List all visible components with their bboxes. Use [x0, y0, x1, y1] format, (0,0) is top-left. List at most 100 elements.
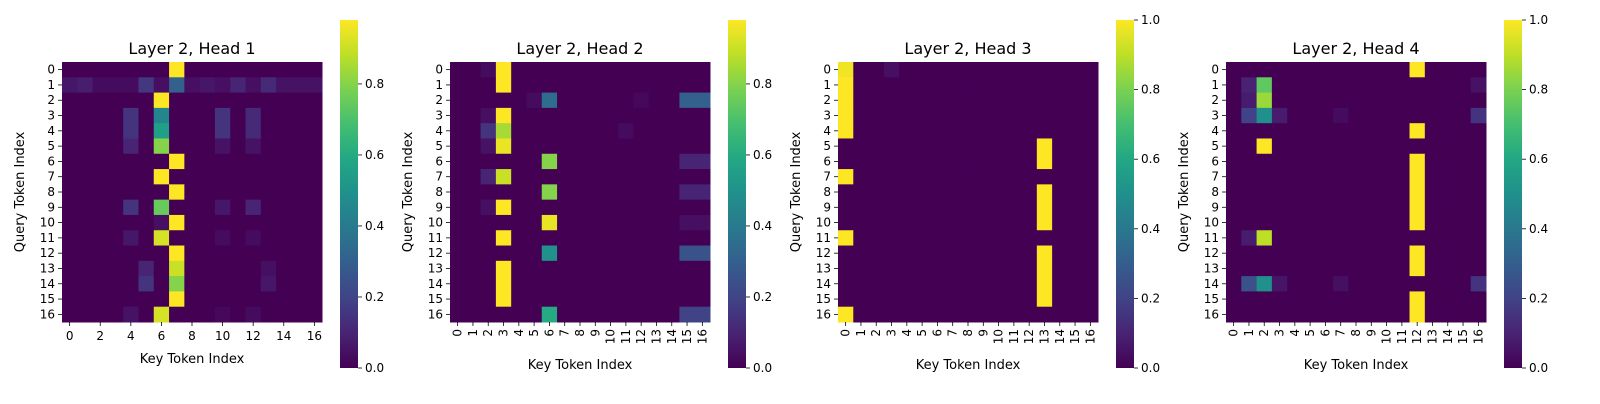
- y-tick-label: 16: [816, 307, 831, 321]
- y-tick-label: 6: [47, 154, 55, 168]
- heatmap-cell: [868, 184, 885, 201]
- heatmap-cell: [929, 184, 946, 201]
- heatmap-cell: [138, 169, 155, 185]
- heatmap-cell: [1363, 276, 1380, 292]
- heatmap-cell: [138, 306, 155, 323]
- heatmap-cell: [153, 184, 170, 201]
- heatmap-cell: [1256, 199, 1273, 216]
- heatmap-cell: [230, 138, 247, 155]
- heatmap-cell: [245, 260, 262, 277]
- heatmap-cell: [587, 199, 604, 216]
- heatmap-cell: [679, 62, 696, 78]
- x-tick-label: 10: [1380, 329, 1394, 344]
- heatmap-cell: [480, 260, 497, 277]
- heatmap-cell: [1378, 184, 1395, 201]
- heatmap-cell: [107, 230, 124, 247]
- heatmap-cell: [214, 169, 231, 185]
- heatmap-cell: [960, 107, 977, 124]
- heatmap-cell: [838, 260, 854, 277]
- y-tick-label: 5: [1211, 139, 1219, 153]
- heatmap-cell: [260, 230, 277, 247]
- heatmap-cell: [1424, 306, 1441, 323]
- heatmap-cell: [1302, 123, 1319, 139]
- heatmap-cell: [511, 123, 527, 139]
- heatmap-cell: [138, 260, 155, 277]
- heatmap-cell: [1394, 107, 1411, 124]
- heatmap-cell: [1082, 245, 1099, 262]
- heatmap-cell: [480, 153, 497, 170]
- heatmap-cell: [664, 62, 680, 78]
- y-tick-label: 12: [1204, 246, 1219, 260]
- x-axis-label: Key Token Index: [916, 358, 1021, 373]
- heatmap-cell: [276, 92, 292, 109]
- chart-title: Layer 2, Head 3: [904, 39, 1031, 58]
- heatmap-cell: [230, 260, 247, 277]
- heatmap-cell: [1006, 306, 1023, 323]
- heatmap-cell: [1455, 92, 1472, 109]
- heatmap-cell: [1302, 184, 1319, 201]
- heatmap-cell: [92, 92, 109, 109]
- x-axis-label: Key Token Index: [1304, 358, 1409, 373]
- heatmap-cell: [123, 199, 139, 216]
- heatmap-cell: [868, 276, 885, 292]
- heatmap-cell: [1440, 184, 1456, 201]
- heatmap-cell: [1363, 184, 1380, 201]
- heatmap-cell: [929, 138, 946, 155]
- heatmap-cell: [572, 169, 589, 185]
- heatmap-cell: [1082, 230, 1099, 247]
- heatmap-cell: [1348, 138, 1365, 155]
- heatmap-cell: [914, 276, 931, 292]
- heatmap-cell: [495, 306, 512, 323]
- heatmap-cell: [664, 107, 680, 124]
- heatmap-cell: [495, 260, 512, 277]
- heatmap-cell: [306, 169, 323, 185]
- heatmap-cell: [1378, 123, 1395, 139]
- heatmap-cell: [1226, 291, 1242, 308]
- heatmap-cell: [62, 138, 78, 155]
- heatmap-cell: [495, 214, 512, 231]
- heatmap-cell: [465, 62, 482, 78]
- heatmap-cell: [169, 107, 185, 124]
- y-tick-label: 15: [816, 292, 831, 306]
- heatmap-cell: [276, 276, 292, 292]
- heatmap-cell: [230, 214, 247, 231]
- heatmap-cell: [899, 169, 915, 185]
- x-tick-label: 3: [1273, 329, 1287, 337]
- heatmap-cell: [465, 92, 482, 109]
- x-tick-label: 2: [869, 329, 883, 337]
- heatmap-cell: [648, 184, 665, 201]
- heatmap-cell: [648, 107, 665, 124]
- heatmap-cell: [1082, 260, 1099, 277]
- y-tick-label: 11: [816, 231, 831, 245]
- heatmap-cell: [123, 291, 139, 308]
- heatmap-cell: [1271, 291, 1288, 308]
- y-tick-label: 8: [1211, 185, 1219, 199]
- heatmap-cell: [245, 184, 262, 201]
- y-axis-label: Query Token Index: [13, 131, 28, 252]
- y-tick-label: 0: [47, 63, 55, 77]
- heatmap-cell: [526, 214, 543, 231]
- x-tick-label: 6: [158, 329, 166, 343]
- heatmap-cell: [960, 245, 977, 262]
- heatmap-cell: [153, 107, 170, 124]
- heatmap-cell: [92, 230, 109, 247]
- heatmap-cell: [975, 306, 992, 323]
- heatmap-cell: [975, 184, 992, 201]
- heatmap-cell: [291, 153, 308, 170]
- heatmap-cell: [914, 138, 931, 155]
- heatmap-cell: [230, 92, 247, 109]
- heatmap-cell: [853, 92, 870, 109]
- heatmap-cell: [960, 291, 977, 308]
- heatmap-cell: [929, 107, 946, 124]
- heatmap-cell: [1424, 123, 1441, 139]
- heatmap-cell: [1052, 138, 1068, 155]
- heatmap-cell: [541, 214, 558, 231]
- colorbar: [1504, 20, 1522, 368]
- heatmap-cell: [1470, 153, 1487, 170]
- heatmap-cell: [450, 184, 466, 201]
- heatmap-cell: [480, 184, 497, 201]
- heatmap-cell: [230, 230, 247, 247]
- heatmap-cell: [1052, 62, 1068, 78]
- heatmap-cell: [62, 153, 78, 170]
- heatmap-cell: [1256, 184, 1273, 201]
